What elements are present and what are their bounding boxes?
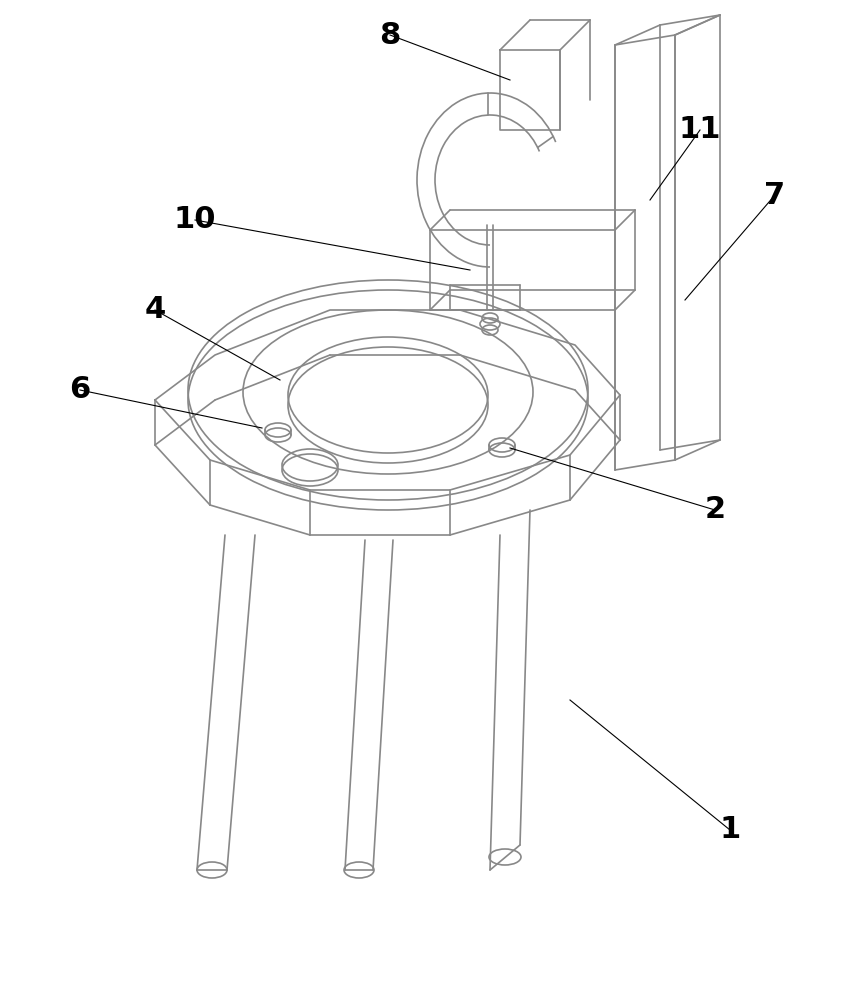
Text: 7: 7	[765, 180, 785, 210]
Text: 2: 2	[704, 495, 726, 524]
Text: 1: 1	[720, 816, 740, 844]
Text: 10: 10	[174, 206, 216, 234]
Text: 11: 11	[679, 115, 721, 144]
Text: 4: 4	[145, 296, 165, 324]
Text: 6: 6	[69, 375, 91, 404]
Text: 8: 8	[379, 20, 401, 49]
